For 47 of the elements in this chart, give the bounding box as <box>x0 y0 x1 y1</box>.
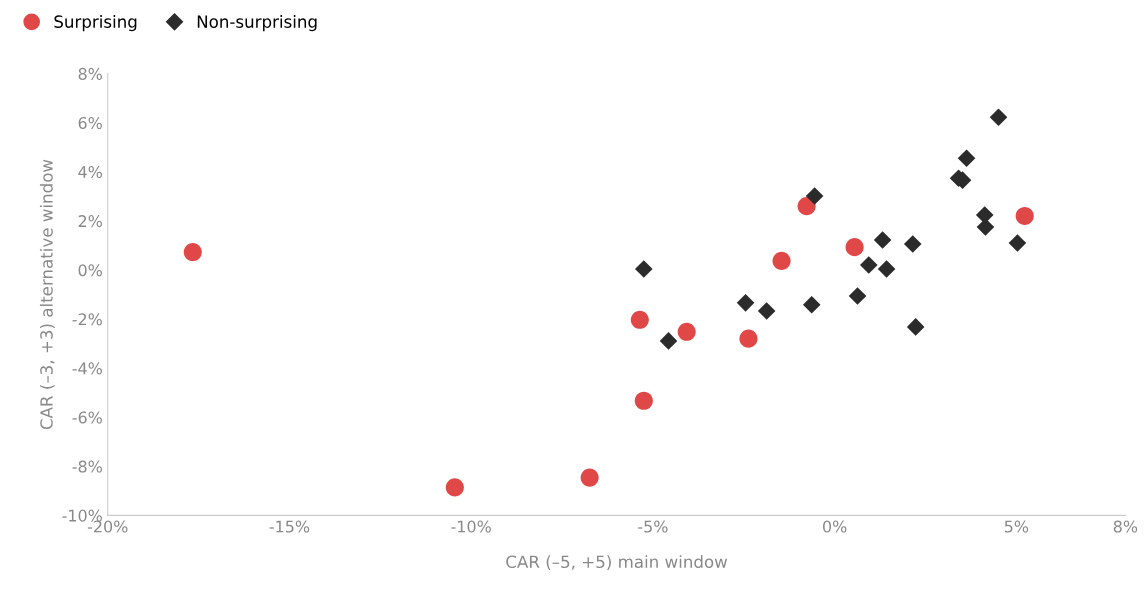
x-tick-label: 0% <box>823 520 847 533</box>
y-tick-label: 6% <box>78 116 102 129</box>
point <box>736 294 755 312</box>
x-tick-label: 8% <box>1113 520 1138 533</box>
point <box>802 296 821 314</box>
point <box>677 322 696 341</box>
point <box>873 231 892 249</box>
y-tick-label: -2% <box>72 313 102 326</box>
y-tick-label: -10% <box>62 509 102 522</box>
y-tick-label: -8% <box>72 460 102 473</box>
point <box>635 260 653 278</box>
point <box>845 238 864 257</box>
point <box>860 256 878 274</box>
y-tick-label: -4% <box>72 362 102 375</box>
point <box>805 187 824 205</box>
point <box>630 310 649 329</box>
point <box>1015 206 1034 226</box>
point <box>183 242 202 262</box>
point <box>634 391 653 410</box>
point <box>1008 234 1027 252</box>
x-tick-label: -20% <box>87 520 128 533</box>
point <box>445 478 464 497</box>
point <box>877 260 896 278</box>
x-tick-label: 5% <box>1004 520 1029 533</box>
x-axis-title: CAR (–5, +5) main window <box>506 555 728 570</box>
y-tick-label: -6% <box>72 411 102 424</box>
point <box>903 235 922 253</box>
legend-label: Surprising <box>54 15 137 32</box>
point <box>659 332 678 350</box>
x-tick-label: -15% <box>269 520 310 533</box>
point <box>772 251 791 270</box>
x-tick-label: -10% <box>451 520 491 533</box>
point <box>848 287 867 305</box>
x-tick-label: -5% <box>638 520 668 533</box>
y-tick-label: 2% <box>78 215 102 228</box>
point <box>989 108 1008 127</box>
y-tick-label: 4% <box>78 166 102 179</box>
point <box>957 149 976 168</box>
point <box>739 329 758 348</box>
point <box>580 468 599 487</box>
y-axis-title: CAR (–3, +3) alternative window <box>39 159 55 430</box>
point <box>976 218 995 236</box>
y-tick-label: 8% <box>78 67 102 80</box>
legend-label: Non-surprising <box>197 15 317 32</box>
point <box>906 318 925 336</box>
point <box>757 302 776 320</box>
y-tick-label: 0% <box>78 264 102 277</box>
